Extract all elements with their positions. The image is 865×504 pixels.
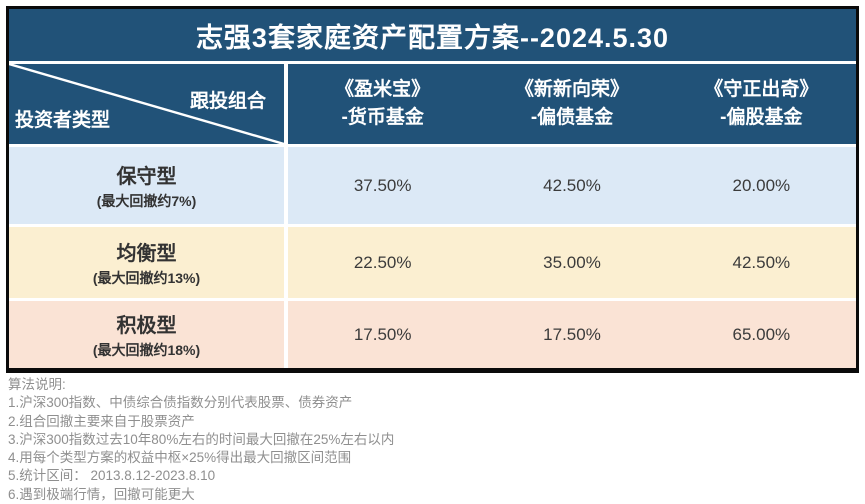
row-label-balanced: 均衡型 (最大回撤约13%): [9, 227, 284, 298]
corner-label-portfolio: 跟投组合: [189, 91, 266, 112]
notes-section: 算法说明: 1.沪深300指数、中债综合债指数分别代表股票、债券资产 2.组合回…: [8, 376, 848, 504]
allocation-value: 20.00%: [732, 175, 791, 195]
row-conservative: 保守型 (最大回撤约7%) 37.50% 42.50% 20.00%: [9, 147, 856, 224]
allocation-value: 22.50%: [353, 252, 412, 272]
vertical-divider: [284, 64, 288, 144]
horizontal-divider: [9, 144, 856, 147]
row-type: 积极型: [116, 315, 177, 337]
row-type: 均衡型: [116, 243, 177, 265]
row-cells: 37.50% 42.50% 20.00%: [288, 147, 856, 224]
notes-heading: 算法说明:: [8, 377, 66, 392]
note-line: 5.统计区间： 2013.8.12-2023.8.10: [8, 468, 216, 484]
row-label-aggressive: 积极型 (最大回撤约18%): [9, 301, 284, 368]
row-aggressive: 积极型 (最大回撤约18%) 17.50% 17.50% 65.00%: [9, 301, 856, 368]
column-header-line2: -偏债基金: [530, 107, 614, 128]
allocation-value: 37.50%: [353, 175, 412, 195]
column-header-line1: 《盈米宝》: [335, 79, 431, 101]
column-header-money-fund: 《盈米宝》 -货币基金: [288, 64, 477, 144]
row-balanced: 均衡型 (最大回撤约13%) 22.50% 35.00% 42.50%: [9, 227, 856, 298]
corner-header-cell: 跟投组合 投资者类型: [9, 64, 284, 144]
row-drawdown: (最大回撤约7%): [96, 193, 197, 209]
asset-allocation-table: 志强3套家庭资产配置方案--2024.5.30 跟投组合 投资者类型 《盈米宝》…: [6, 6, 859, 373]
note-line: 6.遇到极端行情，回撤可能更大: [8, 486, 195, 502]
row-drawdown: (最大回撤约13%): [92, 270, 201, 286]
note-line: 4.用每个类型方案的权益中枢×25%得出最大回撤区间范围: [8, 450, 352, 466]
table-title: 志强3套家庭资产配置方案--2024.5.30: [9, 9, 856, 61]
allocation-value: 42.50%: [732, 252, 791, 272]
column-header-line2: -货币基金: [341, 107, 424, 128]
horizontal-divider: [9, 61, 856, 64]
corner-label-investor-type: 投资者类型: [15, 110, 111, 131]
row-drawdown: (最大回撤约18%): [92, 342, 201, 358]
column-headers: 《盈米宝》 -货币基金 《新新向荣》 -偏债基金 《守正出奇》 -偏股基金: [288, 64, 856, 144]
row-cells: 17.50% 17.50% 65.00%: [288, 301, 856, 368]
note-line: 3.沪深300指数过去10年80%左右的时间最大回撤在25%左右以内: [8, 431, 395, 447]
allocation-value: 35.00%: [543, 252, 601, 272]
column-header-equity-fund: 《守正出奇》 -偏股基金: [667, 64, 856, 144]
vertical-divider: [284, 147, 288, 224]
row-type: 保守型: [116, 166, 177, 188]
diagonal-split-line: [9, 64, 284, 144]
allocation-value: 42.50%: [543, 175, 601, 195]
column-header-bond-fund: 《新新向荣》 -偏债基金: [477, 64, 666, 144]
vertical-divider: [284, 301, 288, 368]
vertical-divider: [284, 227, 288, 298]
allocation-value: 65.00%: [732, 324, 791, 344]
allocation-value: 17.50%: [543, 324, 601, 344]
note-line: 1.沪深300指数、中债综合债指数分别代表股票、债券资产: [8, 395, 353, 411]
allocation-value: 17.50%: [353, 324, 412, 344]
note-line: 2.组合回撤主要来自于股票资产: [8, 413, 195, 429]
horizontal-divider: [9, 298, 856, 301]
row-label-conservative: 保守型 (最大回撤约7%): [9, 147, 284, 224]
table-header-row: 跟投组合 投资者类型 《盈米宝》 -货币基金 《新新向荣》 -偏债基金 《守正出…: [9, 64, 856, 144]
horizontal-divider: [9, 224, 856, 227]
column-header-line1: 《守正出奇》: [704, 79, 819, 101]
column-header-line1: 《新新向荣》: [514, 79, 629, 101]
row-cells: 22.50% 35.00% 42.50%: [288, 227, 856, 298]
column-header-line2: -偏股基金: [720, 107, 803, 128]
